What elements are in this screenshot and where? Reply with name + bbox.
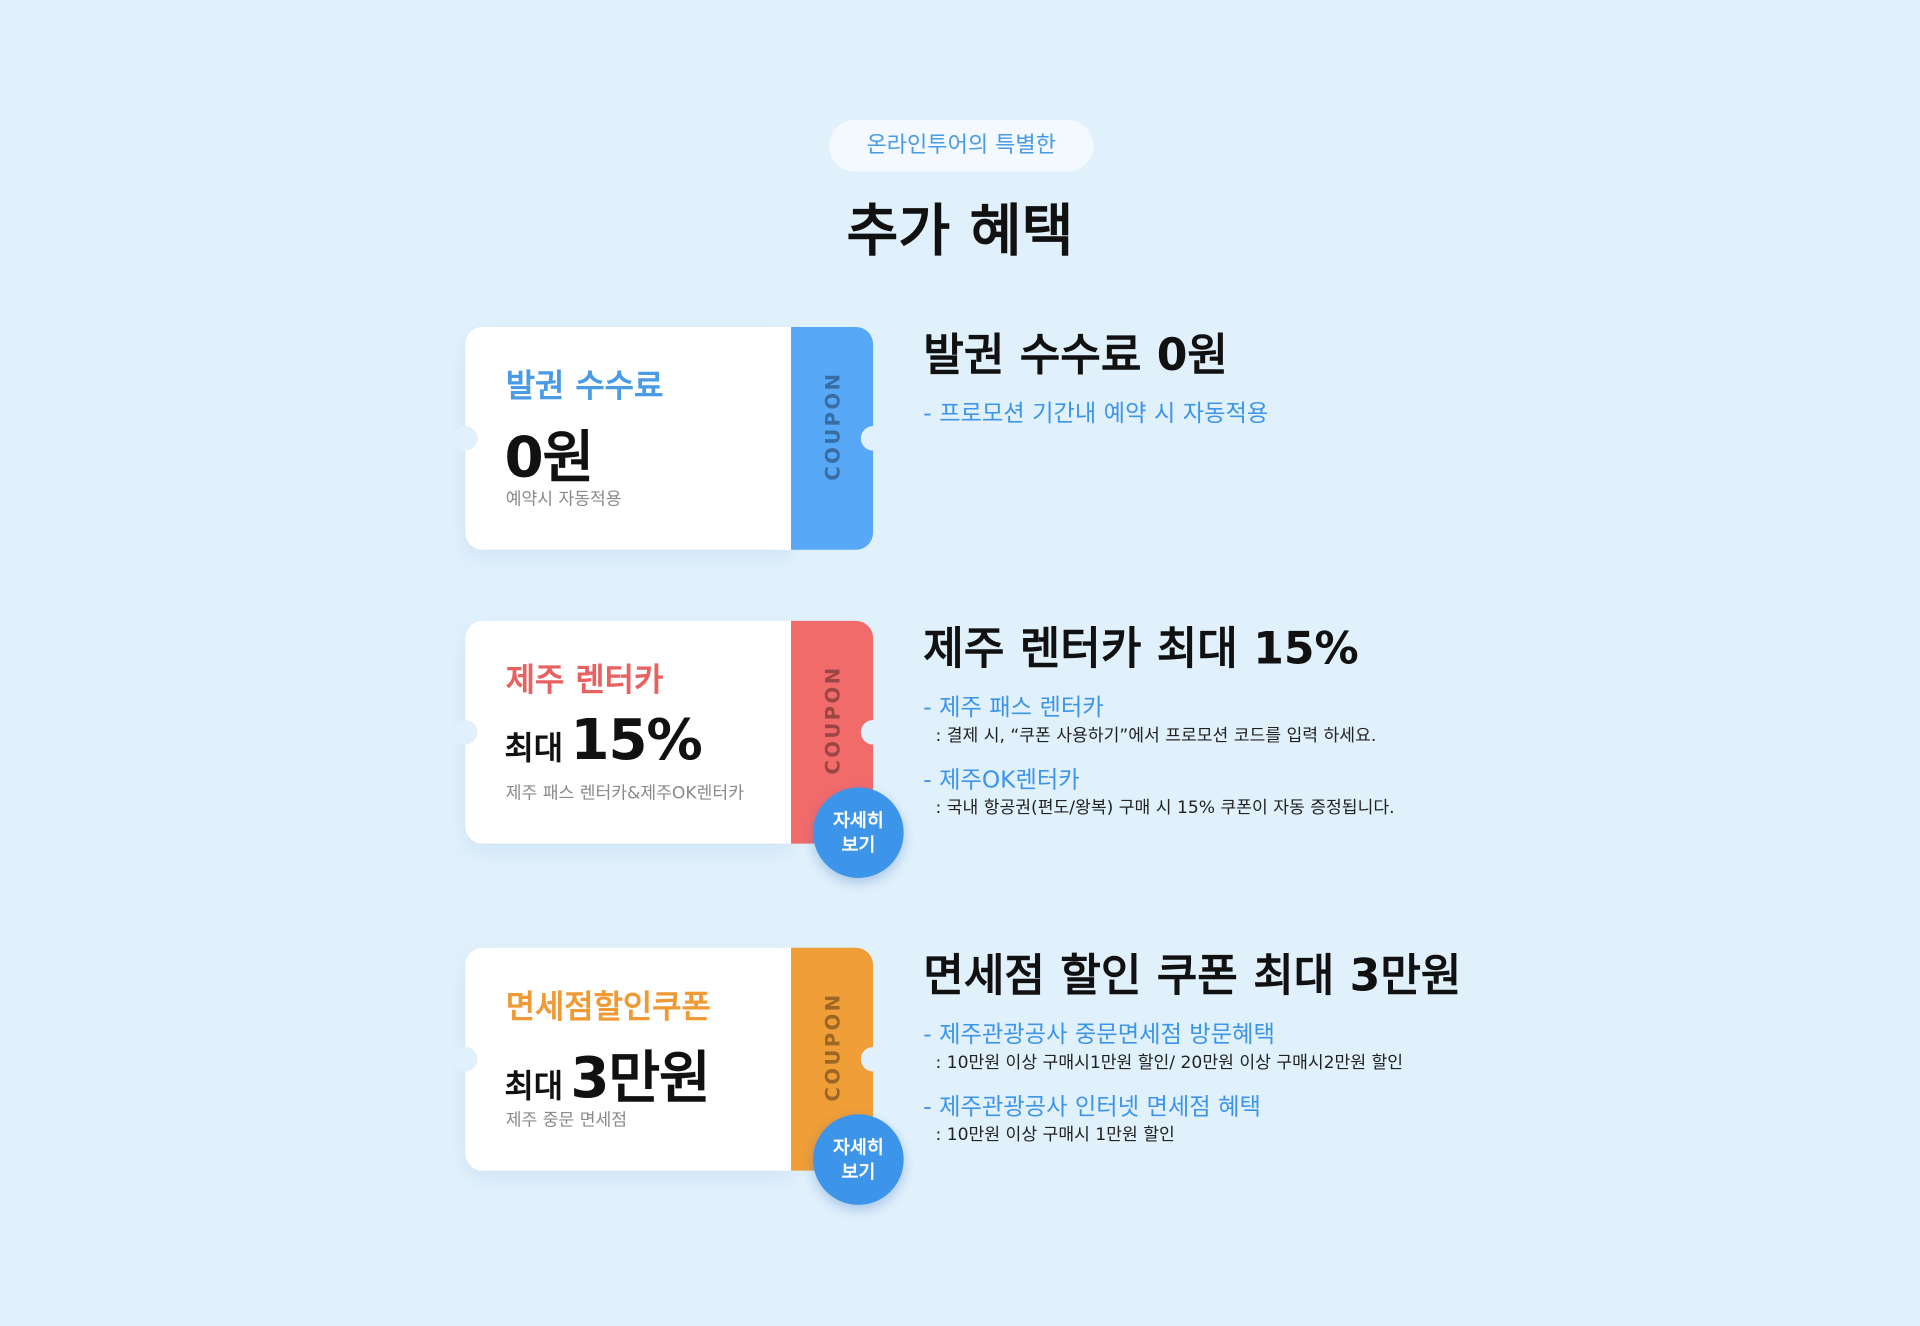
coupon-value-prefix: 최대 (504, 731, 564, 768)
coupon-card (465, 620, 792, 844)
benefit-heading: 발권 수수료 0원 (923, 330, 1228, 381)
coupon-stub-text: COUPON (821, 665, 845, 775)
benefit-item-title: - 제주OK렌터카 (923, 766, 1080, 794)
notch (453, 1046, 478, 1072)
detail-button[interactable]: 자세히 보기 (813, 787, 904, 878)
coupon-value-row: 최대 15% (504, 706, 702, 773)
detail-button[interactable]: 자세히 보기 (813, 1114, 904, 1205)
coupon-label: 제주 렌터카 (505, 662, 664, 700)
notch (860, 720, 886, 745)
coupon-note: 제주 패스 렌터카&제주OK렌터카 (505, 783, 744, 804)
section-title: 추가 혜택 (846, 197, 1074, 264)
benefit-heading: 제주 렌터카 최대 15% (923, 624, 1359, 675)
coupon-value-row: 0원 (504, 413, 594, 494)
notch (860, 1046, 886, 1072)
coupon-value: 0원 (504, 423, 594, 490)
coupon-stub (791, 326, 874, 550)
coupon-stub-text: COUPON (821, 992, 845, 1102)
benefit-item-desc: : 10만원 이상 구매시1만원 할인/ 20만원 이상 구매시2만원 할인 (935, 1053, 1404, 1073)
coupon-label: 발권 수수료 (505, 368, 664, 406)
coupon-value: 15% (570, 706, 702, 773)
coupon-label: 면세점할인쿠폰 (505, 989, 711, 1027)
coupon-value: 3만원 (570, 1044, 710, 1111)
coupon-card (465, 326, 792, 550)
coupon-card (465, 947, 792, 1171)
notch (860, 426, 886, 451)
notch (453, 426, 478, 451)
benefit-item-title: - 제주관광공사 인터넷 면세점 혜택 (923, 1093, 1261, 1121)
coupon-note: 예약시 자동적용 (505, 489, 622, 510)
benefit-item-title: - 제주관광공사 중문면세점 방문혜택 (923, 1021, 1275, 1049)
benefit-heading: 면세점 할인 쿠폰 최대 3만원 (923, 951, 1462, 1002)
coupon-note: 제주 중문 면세점 (505, 1110, 628, 1131)
coupon-value-row: 최대 3만원 (504, 1033, 710, 1114)
benefit-item-title: - 제주 패스 렌터카 (923, 694, 1104, 722)
benefit-item-desc: : 결제 시, “쿠폰 사용하기”에서 프로모션 코드를 입력 하세요. (935, 726, 1377, 746)
benefit-item-desc: : 10만원 이상 구매시 1만원 할인 (935, 1125, 1175, 1145)
section-pill: 온라인투어의 특별한 (828, 120, 1094, 172)
benefit-item-title: - 프로모션 기간내 예약 시 자동적용 (923, 400, 1269, 428)
coupon-value-prefix: 최대 (504, 1068, 564, 1106)
benefit-item-desc: : 국내 항공권(편도/왕복) 구매 시 15% 쿠폰이 자동 증정됩니다. (935, 798, 1395, 818)
notch (453, 720, 478, 745)
coupon-stub-text: COUPON (821, 371, 845, 481)
